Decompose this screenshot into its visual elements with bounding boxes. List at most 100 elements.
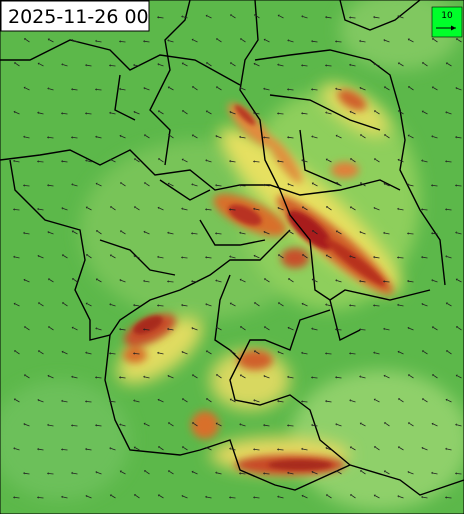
- wind-arrow-head: [263, 183, 265, 187]
- wind-arrow: [182, 304, 188, 307]
- wind-arrow-head: [455, 472, 457, 475]
- wind-arrow: [48, 375, 54, 379]
- wind-arrow: [159, 158, 164, 163]
- wind-arrow: [217, 87, 222, 91]
- wind-arrow-head: [191, 327, 194, 330]
- wind-arrow: [336, 135, 342, 139]
- wind-arrow: [192, 327, 198, 331]
- wind-arrow: [230, 497, 236, 499]
- wind-arrow: [374, 207, 380, 211]
- wind-arrow-head: [360, 134, 362, 137]
- wind-arrow-head: [455, 87, 458, 90]
- wind-arrow-head: [408, 86, 411, 89]
- wind-arrow-head: [205, 350, 208, 353]
- wind-arrow: [168, 183, 174, 187]
- wind-arrow-head: [157, 494, 160, 497]
- wind-arrow: [432, 87, 438, 91]
- wind-arrow: [168, 328, 174, 331]
- wind-arrow: [216, 280, 222, 283]
- wind-arrow: [398, 351, 404, 355]
- wind-arrow-head: [408, 374, 410, 377]
- wind-arrow-head: [349, 304, 351, 307]
- wind-arrow-head: [119, 376, 121, 379]
- wind-arrow-head: [325, 111, 327, 114]
- wind-arrow: [24, 423, 30, 427]
- wind-arrow: [278, 113, 284, 115]
- wind-arrow: [302, 303, 308, 307]
- wind-arrow: [240, 424, 246, 427]
- wind-arrow: [158, 305, 164, 307]
- wind-arrow: [14, 111, 20, 115]
- wind-arrow: [241, 326, 246, 331]
- wind-arrow-head: [253, 496, 255, 499]
- wind-arrow: [144, 423, 150, 427]
- wind-arrow-head: [383, 470, 386, 473]
- wind-arrow: [312, 183, 318, 187]
- wind-arrow: [360, 87, 366, 91]
- wind-arrow: [230, 448, 236, 451]
- wind-arrow-head: [23, 472, 25, 475]
- wind-arrow: [264, 137, 270, 139]
- wind-arrow: [408, 135, 414, 139]
- wind-arrow: [350, 400, 356, 403]
- wind-arrow: [120, 424, 126, 427]
- wind-arrow: [457, 38, 462, 43]
- wind-arrow-head: [239, 231, 241, 235]
- wind-arrow-head: [85, 447, 87, 451]
- wind-arrow-head: [192, 374, 194, 377]
- wind-arrow: [158, 352, 164, 355]
- wind-arrow: [409, 86, 414, 91]
- wind-arrow-head: [325, 64, 327, 67]
- wind-arrow-head: [373, 206, 376, 210]
- wind-arrow-head: [446, 350, 449, 353]
- wind-arrow: [120, 471, 126, 475]
- wind-arrow: [86, 352, 92, 355]
- wind-arrow-head: [422, 350, 424, 353]
- wind-arrow: [25, 326, 30, 331]
- wind-arrow-head: [143, 87, 146, 90]
- wind-arrow-head: [301, 112, 303, 115]
- wind-arrow: [265, 278, 270, 283]
- wind-arrow: [96, 89, 102, 91]
- wind-arrow-head: [335, 423, 338, 426]
- wind-arrow-head: [95, 471, 98, 474]
- wind-arrow-head: [421, 110, 424, 113]
- wind-arrow: [48, 424, 54, 427]
- wind-arrow-head: [157, 206, 160, 210]
- wind-arrow: [206, 447, 212, 451]
- wind-arrow-head: [325, 447, 328, 450]
- wind-arrow-head: [397, 62, 400, 65]
- wind-arrow-head: [287, 326, 290, 330]
- wind-arrow-head: [240, 38, 242, 41]
- wind-arrow: [446, 112, 452, 115]
- wind-arrow-head: [37, 496, 39, 499]
- wind-arrow-head: [157, 16, 159, 19]
- wind-arrow: [374, 256, 380, 259]
- wind-arrow-head: [263, 136, 265, 139]
- wind-arrow: [159, 446, 164, 451]
- wind-arrow: [48, 473, 54, 475]
- wind-arrow-head: [85, 494, 88, 498]
- wind-arrow-head: [14, 350, 17, 353]
- wind-arrow-head: [445, 496, 447, 499]
- wind-arrow-head: [431, 279, 434, 282]
- wind-arrow: [456, 87, 462, 91]
- wind-arrow: [350, 447, 356, 451]
- wind-arrow: [255, 302, 260, 307]
- wind-arrow-head: [71, 375, 73, 379]
- wind-arrow-head: [191, 470, 194, 474]
- wind-arrow-head: [191, 280, 193, 283]
- wind-arrow: [278, 496, 284, 499]
- wind-arrow: [134, 353, 140, 355]
- wind-arrow: [14, 160, 20, 163]
- wind-arrow-head: [167, 231, 169, 235]
- wind-arrow: [375, 158, 380, 163]
- wind-arrow-head: [431, 471, 433, 475]
- wind-arrow: [288, 376, 294, 379]
- wind-arrow-head: [350, 494, 353, 497]
- wind-arrow-head: [239, 278, 242, 281]
- wind-arrow: [241, 38, 246, 43]
- wind-arrow: [96, 471, 102, 475]
- wind-arrow: [134, 304, 140, 307]
